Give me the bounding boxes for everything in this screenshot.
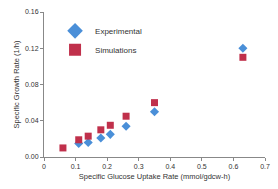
svg-text:Simulations: Simulations xyxy=(95,46,136,55)
svg-text:Specific Growth Rate (1/h): Specific Growth Rate (1/h) xyxy=(12,40,21,128)
svg-text:0.2: 0.2 xyxy=(102,163,112,170)
svg-text:Experimental: Experimental xyxy=(95,27,142,36)
svg-text:0.00: 0.00 xyxy=(25,153,39,160)
svg-text:0.12: 0.12 xyxy=(25,45,39,52)
svg-text:0.4: 0.4 xyxy=(165,163,175,170)
svg-text:0.1: 0.1 xyxy=(71,163,81,170)
svg-text:0.7: 0.7 xyxy=(260,163,270,170)
svg-text:0.3: 0.3 xyxy=(134,163,144,170)
svg-text:Specific Glucose Uptake Rate (: Specific Glucose Uptake Rate (mmol/gdcw-… xyxy=(79,172,231,181)
svg-text:0.16: 0.16 xyxy=(25,8,39,15)
svg-text:0.08: 0.08 xyxy=(25,81,39,88)
svg-text:0: 0 xyxy=(42,163,46,170)
svg-text:0.04: 0.04 xyxy=(25,117,39,124)
svg-text:0.6: 0.6 xyxy=(229,163,239,170)
svg-text:0.5: 0.5 xyxy=(197,163,207,170)
